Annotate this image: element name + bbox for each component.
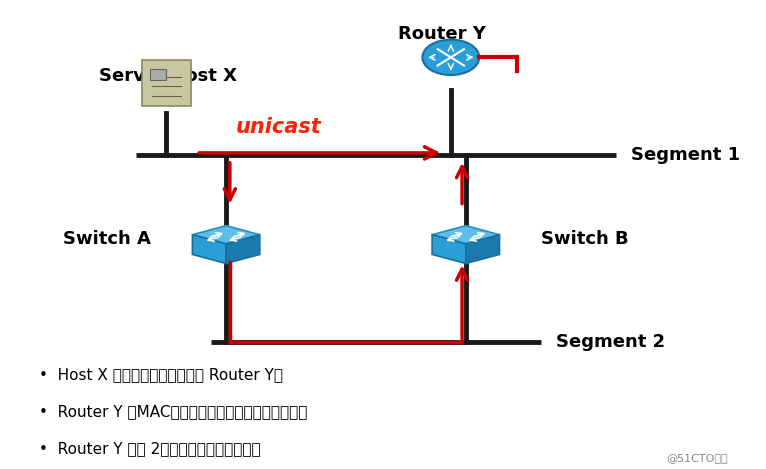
Polygon shape (226, 234, 260, 264)
Polygon shape (192, 226, 260, 244)
Polygon shape (432, 226, 499, 244)
Text: •  Router Y 接收 2份相同的数据帧的拷贝；: • Router Y 接收 2份相同的数据帧的拷贝； (39, 441, 260, 456)
Text: Server/host X: Server/host X (99, 67, 237, 85)
Polygon shape (466, 234, 499, 264)
Text: Segment 1: Segment 1 (630, 146, 740, 164)
Circle shape (422, 39, 480, 75)
FancyBboxPatch shape (142, 60, 191, 106)
FancyBboxPatch shape (150, 69, 165, 80)
Text: unicast: unicast (236, 117, 322, 137)
Text: Switch B: Switch B (541, 230, 628, 248)
Text: Router Y: Router Y (398, 25, 486, 43)
Text: @51CTO博客: @51CTO博客 (666, 453, 728, 463)
Text: •  Host X 发送一个单播数据帧给 Router Y；: • Host X 发送一个单播数据帧给 Router Y； (39, 367, 283, 382)
Polygon shape (432, 234, 466, 264)
Polygon shape (192, 234, 226, 264)
Text: Segment 2: Segment 2 (555, 333, 665, 351)
Text: Switch A: Switch A (64, 230, 151, 248)
Text: •  Router Y 的MAC地址还没有被每个交换机学习到；: • Router Y 的MAC地址还没有被每个交换机学习到； (39, 404, 307, 419)
